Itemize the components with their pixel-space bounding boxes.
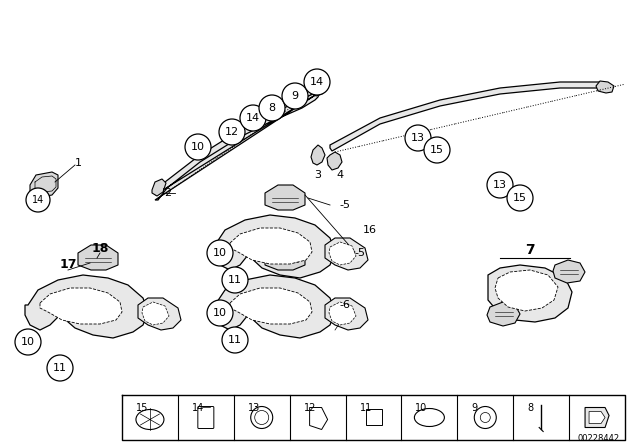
Text: 14: 14 bbox=[192, 403, 204, 413]
Text: 15: 15 bbox=[513, 193, 527, 203]
Polygon shape bbox=[330, 82, 608, 151]
Polygon shape bbox=[312, 84, 326, 96]
Circle shape bbox=[219, 119, 245, 145]
Circle shape bbox=[185, 134, 211, 160]
Circle shape bbox=[405, 125, 431, 151]
Text: 10: 10 bbox=[213, 308, 227, 318]
Circle shape bbox=[282, 83, 308, 109]
Text: 10: 10 bbox=[21, 337, 35, 347]
Text: 13: 13 bbox=[493, 180, 507, 190]
Text: 15: 15 bbox=[136, 403, 148, 413]
Polygon shape bbox=[155, 92, 320, 200]
Polygon shape bbox=[585, 408, 609, 427]
Polygon shape bbox=[365, 409, 381, 426]
Circle shape bbox=[15, 329, 41, 355]
Polygon shape bbox=[311, 145, 325, 165]
Text: 12: 12 bbox=[225, 127, 239, 137]
Text: 14: 14 bbox=[310, 77, 324, 87]
Polygon shape bbox=[325, 298, 368, 330]
Text: 13: 13 bbox=[248, 403, 260, 413]
Text: 11: 11 bbox=[53, 363, 67, 373]
Text: 15: 15 bbox=[430, 145, 444, 155]
Polygon shape bbox=[265, 185, 305, 210]
Circle shape bbox=[222, 327, 248, 353]
Circle shape bbox=[259, 95, 285, 121]
Text: 14: 14 bbox=[246, 113, 260, 123]
Circle shape bbox=[47, 355, 73, 381]
Polygon shape bbox=[215, 215, 335, 278]
Circle shape bbox=[222, 267, 248, 293]
Text: 13: 13 bbox=[411, 133, 425, 143]
Polygon shape bbox=[495, 270, 558, 311]
Polygon shape bbox=[553, 260, 585, 283]
Polygon shape bbox=[40, 288, 122, 324]
Polygon shape bbox=[310, 408, 328, 430]
Polygon shape bbox=[230, 288, 312, 324]
Text: 8: 8 bbox=[268, 103, 276, 113]
Text: -5: -5 bbox=[339, 200, 351, 210]
Polygon shape bbox=[25, 275, 148, 338]
Polygon shape bbox=[30, 172, 58, 198]
Text: 3: 3 bbox=[314, 170, 321, 180]
Text: 11: 11 bbox=[228, 275, 242, 285]
Circle shape bbox=[507, 185, 533, 211]
Polygon shape bbox=[329, 242, 356, 265]
Polygon shape bbox=[78, 245, 118, 270]
Polygon shape bbox=[230, 228, 312, 264]
Polygon shape bbox=[487, 302, 520, 326]
Text: 10: 10 bbox=[191, 142, 205, 152]
Text: 11: 11 bbox=[360, 403, 372, 413]
Polygon shape bbox=[327, 152, 342, 170]
Polygon shape bbox=[596, 81, 614, 93]
Text: 11: 11 bbox=[228, 335, 242, 345]
Polygon shape bbox=[152, 179, 166, 196]
Circle shape bbox=[240, 105, 266, 131]
Text: 8: 8 bbox=[527, 403, 533, 413]
Text: 14: 14 bbox=[32, 195, 44, 205]
Polygon shape bbox=[215, 275, 335, 338]
Circle shape bbox=[26, 188, 50, 212]
Text: 1: 1 bbox=[74, 158, 81, 168]
Text: 9: 9 bbox=[471, 403, 477, 413]
Text: 18: 18 bbox=[92, 241, 109, 254]
Polygon shape bbox=[325, 238, 368, 270]
Polygon shape bbox=[589, 412, 605, 423]
Polygon shape bbox=[142, 302, 169, 325]
Text: 9: 9 bbox=[291, 91, 299, 101]
Polygon shape bbox=[329, 302, 356, 325]
Text: 4: 4 bbox=[337, 170, 344, 180]
Text: 10: 10 bbox=[415, 403, 428, 413]
Circle shape bbox=[487, 172, 513, 198]
Text: -5: -5 bbox=[355, 248, 365, 258]
Circle shape bbox=[304, 69, 330, 95]
Text: -6: -6 bbox=[339, 300, 351, 310]
Polygon shape bbox=[138, 298, 181, 330]
Text: 7: 7 bbox=[525, 243, 535, 257]
Text: 12: 12 bbox=[303, 403, 316, 413]
Polygon shape bbox=[265, 245, 305, 270]
Polygon shape bbox=[488, 265, 572, 322]
Text: 17: 17 bbox=[60, 258, 77, 271]
Circle shape bbox=[207, 240, 233, 266]
Text: 00228442: 00228442 bbox=[578, 434, 620, 443]
Text: 10: 10 bbox=[213, 248, 227, 258]
Circle shape bbox=[207, 300, 233, 326]
Text: 16: 16 bbox=[363, 225, 377, 235]
Text: 2: 2 bbox=[164, 188, 172, 198]
Circle shape bbox=[424, 137, 450, 163]
